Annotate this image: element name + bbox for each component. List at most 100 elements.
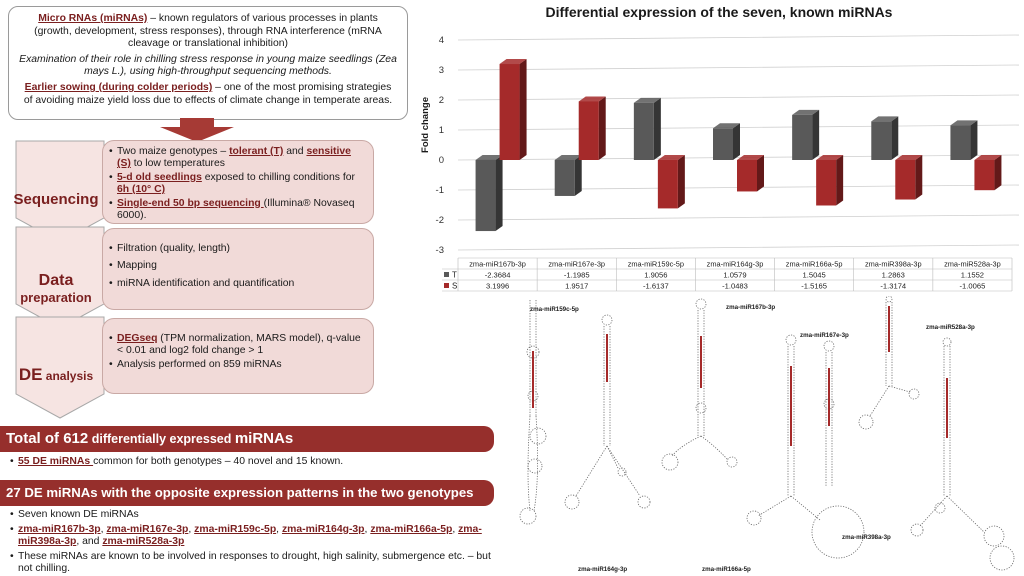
hairpin-label-159c: zma-miR159c-5p	[530, 306, 579, 313]
chevron-data-preparation	[15, 226, 105, 329]
bar-side-T	[812, 109, 820, 160]
data-label-T: 1.1552	[961, 271, 984, 280]
prep-bullet-3: miRNA identification and quantification	[109, 278, 365, 291]
table-category-label: zma-miR159c-5p	[628, 260, 684, 269]
tolerant-term: tolerant (T)	[229, 146, 284, 157]
bar-top-S	[657, 155, 685, 160]
y-tick-label: 1	[439, 125, 444, 136]
table-category-label: zma-miR528a-3p	[944, 260, 1001, 269]
bar-side-S	[677, 155, 685, 209]
chevron-de-analysis	[15, 316, 105, 419]
bar-S-zma-miR167b-3p	[499, 64, 520, 160]
sequencing-bullet-1: Two maize genotypes – tolerant (T) and s…	[109, 146, 365, 171]
data-label-T: 1.2863	[882, 271, 905, 280]
table-category-label: zma-miR167b-3p	[469, 260, 526, 269]
de-bullet-1: DEGseq (TPM normalization, MARS model), …	[109, 333, 365, 358]
de-analysis-box: DEGseq (TPM normalization, MARS model), …	[102, 318, 374, 394]
result-banner-opposite: 27 DE miRNAs with the opposite expressio…	[0, 480, 494, 506]
bar-T-zma-miR167b-3p	[475, 160, 496, 232]
data-label-S: -1.0065	[960, 282, 986, 291]
bar-side-S	[757, 155, 764, 192]
table-category-label: zma-miR164g-3p	[707, 260, 764, 269]
bar-top-T	[554, 155, 582, 160]
bar-T-zma-miR167e-3p	[554, 160, 575, 196]
bar-side-S	[598, 96, 606, 160]
bar-T-zma-miR528a-3p	[950, 125, 971, 160]
bar-T-zma-miR164g-3p	[713, 128, 733, 160]
result-bullet-seven: Seven known DE miRNAs	[10, 509, 498, 522]
table-category-label: zma-miR166a-5p	[786, 260, 843, 269]
step-label-sequencing: Sequencing	[13, 191, 99, 208]
y-tick-label: 0	[439, 155, 444, 166]
bar-T-zma-miR166a-5p	[792, 114, 813, 160]
intro-box: Micro RNAs (miRNAs) – known regulators o…	[8, 6, 408, 120]
bar-top-S	[895, 155, 923, 160]
prep-bullet-2: Mapping	[109, 260, 365, 273]
data-label-S: 1.9517	[565, 282, 588, 291]
data-preparation-box: Filtration (quality, length) Mapping miR…	[102, 228, 374, 310]
y-tick-label: -2	[436, 215, 444, 226]
intro-sowing-term: Earlier sowing (during colder periods)	[24, 81, 213, 93]
sequencing-box: Two maize genotypes – tolerant (T) and s…	[102, 140, 374, 224]
bar-top-S	[578, 96, 606, 102]
data-label-S: -1.3174	[880, 282, 906, 291]
bar-S-zma-miR166a-5p	[816, 160, 837, 206]
sensitive-term: sensitive (S)	[117, 146, 351, 170]
bar-side-T	[574, 155, 582, 196]
prep-bullet-1: Filtration (quality, length)	[109, 243, 365, 256]
bar-side-T	[495, 155, 503, 232]
intro-paragraph-1: Micro RNAs (miRNAs) – known regulators o…	[19, 13, 397, 51]
bar-S-zma-miR167e-3p	[578, 101, 599, 160]
intro-paragraph-2: Examination of their role in chilling st…	[19, 53, 397, 78]
bar-top-S	[737, 155, 764, 160]
hairpin-label-166a: zma-miR166a-5p	[702, 566, 751, 573]
bar-T-zma-miR159c-5p	[633, 102, 654, 160]
data-label-T: 1.0579	[723, 271, 746, 280]
y-tick-label: -1	[436, 185, 444, 196]
step-label-de-analysis: DE analysis	[18, 365, 94, 384]
bar-top-T	[633, 97, 661, 103]
fold-change-chart: -3 -2 -1 0 1 2 3 4 Fold change zma-miR167b-3p -2.3…	[420, 34, 1020, 292]
flow-arrow-icon	[160, 118, 234, 142]
result-bullet-known-roles: These miRNAs are known to be involved in…	[10, 551, 498, 576]
intro-paragraph-3: Earlier sowing (during colder periods) –…	[19, 82, 397, 107]
bar-side-S	[519, 59, 527, 160]
hairpin-label-164g: zma-miR164g-3p	[578, 566, 628, 573]
y-tick-label: 2	[439, 95, 444, 106]
gridline	[457, 34, 1020, 41]
gridline	[457, 214, 1020, 221]
data-label-T: -1.1985	[564, 271, 590, 280]
result-bullet-common: 55 DE miRNAs common for both genotypes –…	[10, 456, 498, 469]
bar-side-S	[915, 155, 923, 200]
y-axis-label: Fold change	[420, 97, 431, 153]
intro-mirna-term: Micro RNAs (miRNAs)	[38, 13, 148, 24]
bar-S-zma-miR159c-5p	[657, 160, 678, 209]
table-category-label: zma-miR167e-3p	[548, 260, 605, 269]
gridline	[457, 154, 1020, 161]
bar-side-T	[970, 120, 978, 160]
bar-side-T	[891, 116, 899, 160]
bar-side-T	[653, 97, 661, 160]
bar-top-S	[499, 59, 527, 65]
bar-top-T	[950, 120, 978, 126]
step-label-data-preparation: Data preparation	[20, 272, 92, 305]
bar-top-T	[792, 109, 820, 115]
result-banner-total: Total of 612 differentially expressed mi…	[0, 426, 494, 452]
legend-swatch-S	[444, 283, 449, 288]
data-label-S: 3.1996	[486, 282, 509, 291]
de-bullet-2: Analysis performed on 859 miRNAs	[109, 359, 365, 372]
bar-side-T	[733, 123, 740, 160]
legend-label-T: T	[452, 271, 457, 280]
result-block-1: 55 DE miRNAs common for both genotypes –…	[10, 456, 498, 469]
hairpin-label-528a: zma-miR528a-3p	[926, 324, 975, 331]
result-block-2: Seven known DE miRNAs zma-miR167b-3p, zm…	[10, 509, 498, 576]
bar-side-S	[994, 155, 1002, 191]
data-label-T: -2.3684	[485, 271, 511, 280]
data-label-S: -1.5165	[801, 282, 827, 291]
legend-label-S: S	[452, 282, 457, 291]
data-label-S: -1.6137	[643, 282, 669, 291]
y-tick-label: 3	[439, 65, 444, 76]
bar-side-S	[836, 155, 844, 206]
degseq-term: DEGseq	[117, 333, 158, 344]
bar-T-zma-miR398a-3p	[871, 121, 892, 160]
